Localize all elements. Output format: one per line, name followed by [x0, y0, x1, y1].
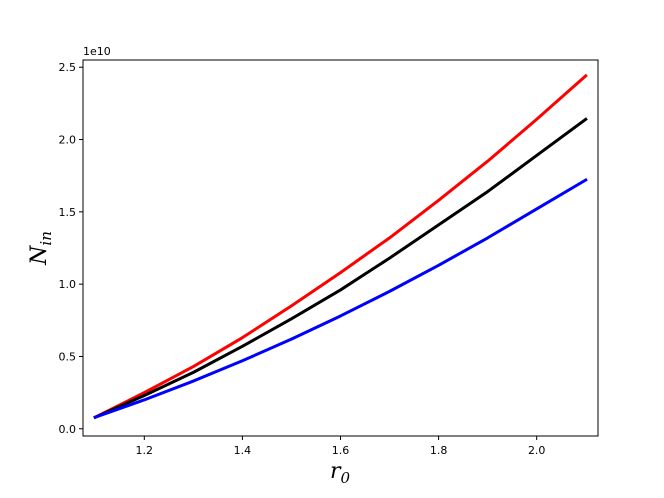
y-axis: 0.0 0.5 1.0 1.5 2.0 2.5: [59, 61, 83, 436]
y-axis-label: Nin: [27, 231, 55, 266]
series-line-2: [93, 117, 588, 420]
y-axis-label-main: N: [27, 245, 52, 266]
y-tick-label: 0.0: [59, 423, 77, 436]
x-axis-label-sub: 0: [340, 469, 350, 487]
y-tick-label: 2.0: [59, 134, 77, 147]
series-line-1: [93, 73, 588, 420]
x-tick-label: 1.4: [234, 444, 252, 457]
series-line-3: [93, 177, 588, 420]
x-tick-label: 1.6: [332, 444, 350, 457]
x-tick-label: 1.2: [136, 444, 154, 457]
y-offset-label: 1e10: [83, 45, 111, 58]
y-axis-label-sub: in: [37, 231, 55, 245]
series-layer: [93, 73, 588, 420]
y-tick-label: 1.0: [59, 278, 77, 291]
plot-frame: [82, 59, 599, 437]
x-axis-label-main: r: [330, 459, 342, 484]
x-tick-label: 1.8: [430, 444, 448, 457]
x-axis-label: r0: [330, 459, 351, 487]
y-tick-label: 0.5: [59, 350, 77, 363]
x-axis: 1.2 1.4 1.6 1.8 2.0: [136, 436, 546, 457]
y-tick-label: 1.5: [59, 206, 77, 219]
y-tick-label: 2.5: [59, 61, 77, 74]
x-tick-label: 2.0: [528, 444, 546, 457]
